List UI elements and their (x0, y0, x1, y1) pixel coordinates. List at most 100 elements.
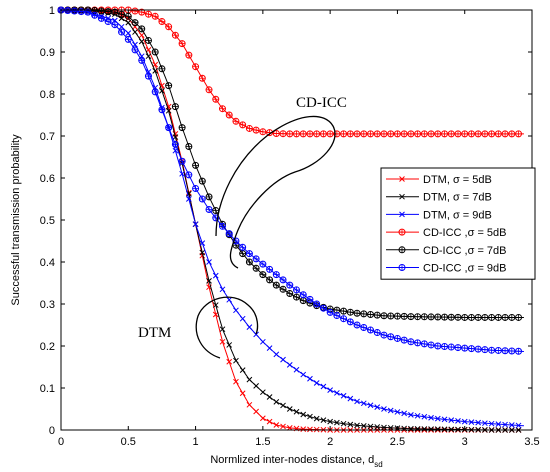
data-point (198, 177, 206, 185)
data-point (131, 46, 139, 54)
x-tick-label: 2 (327, 436, 333, 448)
x-tick-label: 0 (58, 436, 64, 448)
data-point (212, 95, 220, 103)
data-point (326, 308, 334, 316)
data-point (455, 426, 461, 433)
legend-label: CD-ICC ,σ = 7dB (423, 245, 507, 257)
data-point (300, 371, 307, 378)
data-point (151, 88, 159, 96)
x-axis-label-sub: sd (374, 460, 382, 469)
data-point (266, 418, 273, 425)
data-point (407, 313, 415, 321)
x-axis-label-main: Normlized inter-nodes distance, d (210, 454, 374, 466)
legend-item: CD-ICC ,σ = 5dB (386, 227, 507, 239)
series-5 (57, 6, 524, 355)
data-point (467, 313, 475, 321)
data-point (428, 414, 434, 421)
data-point (212, 214, 220, 222)
data-point (414, 339, 422, 347)
legend-marker (398, 246, 406, 254)
data-point (313, 380, 320, 386)
data-point (441, 130, 449, 138)
data-point (353, 309, 361, 317)
data-point (387, 424, 394, 431)
legend-box (380, 167, 536, 280)
data-point (515, 313, 523, 321)
data-point (313, 415, 320, 422)
data-point (326, 130, 334, 138)
data-point (253, 383, 259, 389)
data-point (441, 343, 449, 351)
data-point (159, 87, 165, 94)
legend-item: DTM, σ = 9dB (386, 209, 492, 221)
data-point (246, 376, 253, 383)
data-point (481, 346, 489, 354)
data-point (219, 326, 226, 333)
data-point (124, 35, 132, 43)
data-point (495, 421, 502, 427)
data-point (131, 7, 139, 15)
data-point (400, 312, 408, 320)
data-point (360, 324, 368, 332)
data-point (420, 313, 428, 321)
data-point (360, 423, 367, 429)
legend-item: DTM, σ = 5dB (386, 174, 492, 186)
data-point (259, 260, 267, 268)
data-point (454, 313, 462, 321)
data-point (104, 18, 112, 26)
data-point (401, 410, 408, 417)
data-point (427, 313, 435, 321)
data-point (171, 103, 179, 111)
data-point (488, 313, 496, 321)
data-point (354, 422, 360, 429)
data-point (327, 387, 333, 393)
data-point (381, 424, 387, 431)
data-point (178, 40, 186, 48)
data-point (97, 14, 105, 22)
data-point (218, 105, 226, 113)
data-point (360, 400, 367, 407)
x-tick-label: 2.5 (390, 436, 405, 448)
data-point (420, 130, 428, 138)
data-point (334, 390, 340, 396)
data-point (319, 304, 327, 312)
data-point (138, 32, 145, 39)
x-tick-label: 1 (193, 436, 199, 448)
legend-item: CD-ICC ,σ = 9dB (386, 263, 507, 275)
data-point (293, 408, 300, 415)
data-point (205, 206, 213, 213)
data-point (132, 29, 138, 35)
data-point (427, 341, 435, 349)
legend-marker (399, 193, 405, 200)
data-point (260, 415, 266, 422)
data-point (152, 68, 159, 74)
series-line (61, 9, 524, 431)
data-point (273, 351, 280, 358)
legend-marker (399, 176, 405, 182)
data-point (387, 407, 394, 414)
data-point (259, 271, 267, 279)
y-tick-label: 0.1 (40, 383, 55, 395)
data-point (198, 195, 206, 203)
data-point (293, 130, 300, 138)
data-point (118, 23, 125, 30)
data-point (165, 107, 172, 114)
data-point (272, 129, 280, 137)
data-point (447, 343, 455, 351)
x-axis-label: Normlized inter-nodes distance, dsd (210, 454, 382, 469)
data-point (144, 36, 152, 44)
data-point (373, 130, 381, 138)
data-point (178, 124, 186, 132)
data-point (502, 421, 508, 428)
data-point (206, 278, 212, 284)
data-point (447, 313, 455, 321)
data-point (434, 342, 442, 350)
data-point (239, 315, 246, 322)
data-point (320, 383, 327, 390)
data-point (501, 347, 509, 355)
data-point (179, 170, 185, 177)
data-point (225, 111, 233, 119)
data-point (347, 395, 354, 402)
data-point (475, 419, 482, 426)
data-point (508, 130, 516, 138)
